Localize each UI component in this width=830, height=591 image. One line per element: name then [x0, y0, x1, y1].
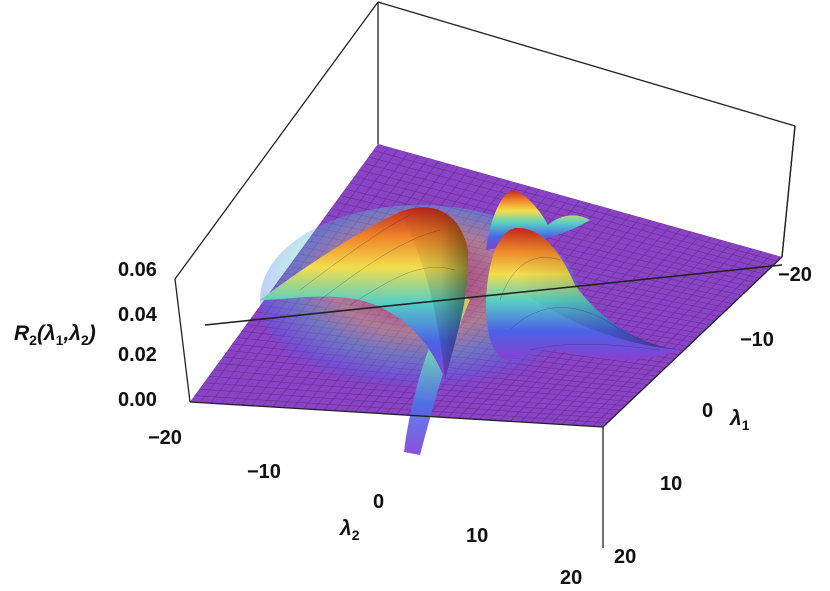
- z-tick-0: 0.06: [118, 259, 157, 281]
- lambda2-tick-1: −10: [247, 461, 281, 483]
- mesh-line: [540, 239, 722, 424]
- mesh-line: [561, 245, 742, 425]
- z-tick-2: 0.02: [118, 344, 157, 366]
- z-tick-1: 0.04: [118, 304, 158, 326]
- z-axis-label: R2(λ1,λ2): [14, 322, 96, 348]
- box-front-edges: [174, 125, 796, 548]
- lambda1-tick-2: 0: [702, 400, 713, 422]
- mesh-line: [571, 248, 752, 426]
- mesh-line: [592, 253, 773, 427]
- peak-left: [260, 207, 469, 380]
- lambda2-axis-label: λ2: [339, 517, 360, 543]
- lambda2-tick-2: 0: [373, 491, 384, 513]
- mesh-line: [368, 156, 774, 266]
- lambda1-tick-1: −10: [740, 329, 774, 351]
- lambda1-axis: −20 −10 0 10 20 λ1: [614, 264, 812, 568]
- lambda1-tick-3: 10: [660, 473, 682, 495]
- lambda2-tick-0: −20: [148, 427, 182, 449]
- z-axis: 0.06 0.04 0.02 0.00 R2(λ1,λ2): [14, 259, 158, 411]
- lambda1-axis-label: λ1: [729, 407, 750, 433]
- mesh-line: [582, 251, 763, 426]
- surface-features: [260, 190, 680, 455]
- z-tick-3: 0.00: [118, 389, 157, 411]
- lambda2-tick-3: 10: [466, 525, 488, 547]
- lambda2-axis: −20 −10 0 10 20 λ2: [148, 427, 582, 589]
- lambda1-tick-0: −20: [778, 264, 812, 286]
- mesh-line: [373, 150, 778, 262]
- lambda1-tick-4: 20: [614, 546, 636, 568]
- lambda2-tick-4: 20: [560, 567, 582, 589]
